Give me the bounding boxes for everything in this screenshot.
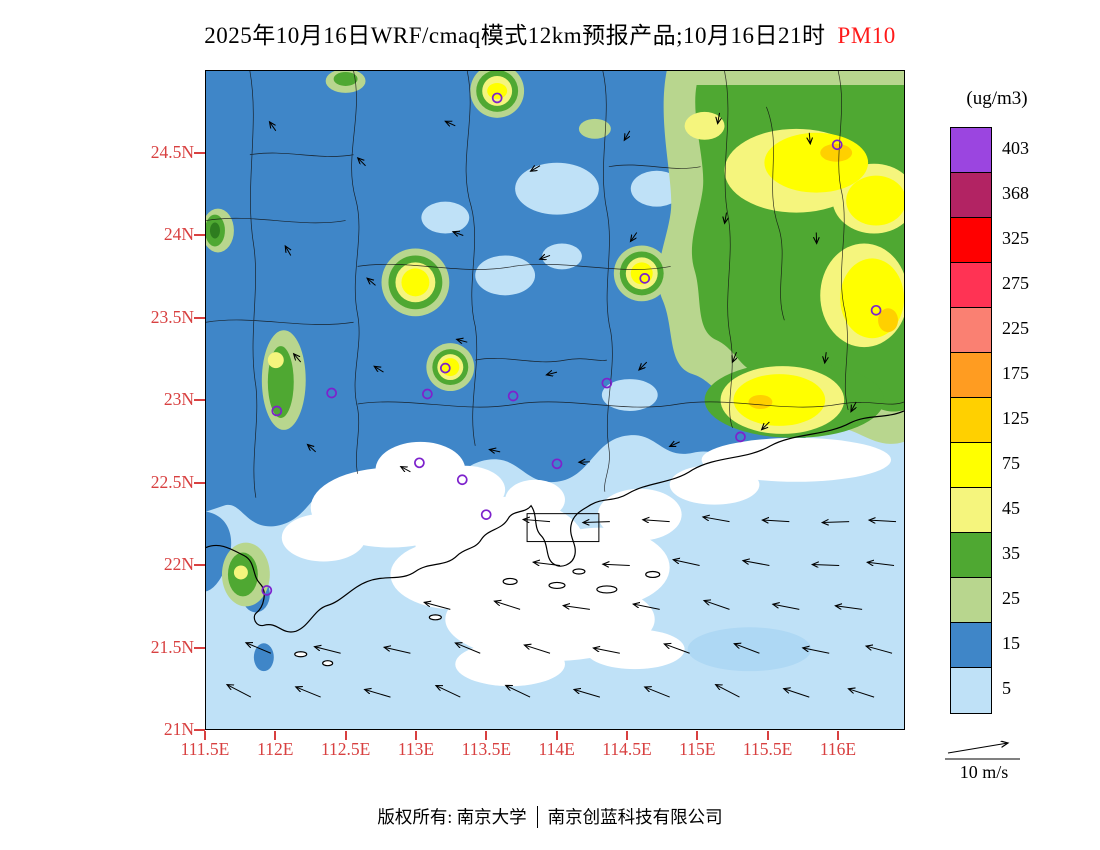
- lon-label: 113E: [397, 739, 435, 759]
- station-marker: [735, 431, 746, 443]
- lon-label: 112E: [257, 739, 294, 759]
- legend-level-label: 225: [1002, 317, 1029, 338]
- lon-label: 114.5E: [602, 739, 652, 759]
- lon-tick: [555, 731, 558, 740]
- lat-label: 23.5N: [150, 306, 194, 327]
- colorbar-box: [951, 218, 991, 263]
- lon-tick: [344, 731, 347, 740]
- legend-level-label: 403: [1002, 137, 1029, 158]
- legend-level-label: 15: [1002, 632, 1020, 653]
- lat-tick: [194, 234, 205, 237]
- lon-tick: [836, 731, 839, 740]
- footer: 版权所有: 南京大学 南京创蓝科技有限公司: [0, 804, 1100, 829]
- footer-company: 南京创蓝科技有限公司: [547, 807, 723, 827]
- lon-tick: [204, 731, 206, 740]
- legend-level-label: 35: [1002, 542, 1020, 563]
- lat-label: 23N: [163, 389, 194, 410]
- colorbar-box: [951, 128, 991, 173]
- lat-tick: [194, 564, 205, 567]
- lat-tick: [194, 481, 205, 484]
- lat-label: 22.5N: [150, 471, 194, 492]
- legend-level-label: 75: [1002, 452, 1020, 473]
- lon-tick: [414, 731, 417, 740]
- station-marker: [491, 92, 503, 104]
- legend-level-label: 25: [1002, 587, 1020, 608]
- wind-scale-arrow: [945, 736, 1020, 760]
- lat-tick: [194, 646, 205, 649]
- footer-divider: [536, 805, 538, 828]
- station-marker: [422, 388, 433, 400]
- station-markers: [261, 92, 882, 596]
- station-marker: [439, 362, 451, 374]
- lon-label: 115.5E: [742, 739, 793, 759]
- wind-arrows: [227, 112, 897, 698]
- legend-level-label: 175: [1002, 362, 1029, 383]
- lon-label: 115E: [679, 739, 716, 759]
- lon-label: 111.5E: [180, 739, 230, 759]
- legend-unit-label: (ug/m3): [966, 88, 1028, 109]
- lon-tick: [696, 731, 699, 740]
- pm10-map-canvas: [206, 71, 904, 729]
- title-text: 2025年10月16日WRF/cmaq模式12km预报产品;10月16日21时: [204, 23, 826, 48]
- forecast-map: [205, 70, 905, 730]
- wind-scale-label: 10 m/s: [959, 762, 1009, 782]
- legend-level-label: 275: [1002, 272, 1029, 293]
- station-marker: [456, 474, 468, 486]
- lat-tick: [194, 399, 205, 402]
- lon-tick: [485, 731, 488, 740]
- lat-label: 21.5N: [150, 636, 194, 657]
- lat-tick: [194, 152, 205, 154]
- colorbar-box: [951, 173, 991, 218]
- colorbar-box: [951, 668, 991, 713]
- lon-label: 116E: [819, 739, 857, 759]
- lat-label: 22N: [163, 554, 194, 575]
- lon-tick: [766, 731, 769, 740]
- legend-level-label: 45: [1002, 497, 1020, 518]
- lat-label: 24N: [163, 224, 194, 245]
- coastline: [206, 410, 904, 667]
- legend-level-label: 325: [1002, 227, 1029, 248]
- colorbar-box: [951, 398, 991, 443]
- region-box: [526, 513, 600, 543]
- colorbar-box: [951, 443, 991, 488]
- lat-label: 24.5N: [150, 142, 194, 162]
- lon-tick: [274, 731, 277, 740]
- lat-label: 21N: [163, 719, 194, 739]
- lat-tick: [194, 729, 205, 731]
- station-marker: [507, 390, 519, 402]
- colorbar: [950, 127, 992, 714]
- page-title: 2025年10月16日WRF/cmaq模式12km预报产品;10月16日21时 P…: [0, 16, 1100, 50]
- colorbar-box: [951, 263, 991, 308]
- station-marker: [261, 585, 273, 596]
- colorbar-box: [951, 623, 991, 668]
- footer-owner: 版权所有: 南京大学: [377, 807, 527, 827]
- lon-label: 113.5E: [461, 739, 512, 759]
- station-marker: [601, 377, 613, 389]
- station-marker: [870, 304, 882, 316]
- colorbar-box: [951, 308, 991, 353]
- station-marker: [326, 387, 337, 399]
- station-marker: [551, 458, 563, 470]
- lat-tick: [194, 316, 205, 319]
- pollutant-label: PM10: [837, 23, 896, 48]
- station-marker: [271, 405, 283, 417]
- legend-level-label: 368: [1002, 182, 1029, 203]
- station-marker: [414, 457, 425, 469]
- station-marker: [831, 139, 843, 151]
- lon-tick: [625, 731, 628, 740]
- station-marker: [639, 273, 651, 284]
- colorbar-box: [951, 353, 991, 398]
- province-borders: [206, 71, 904, 498]
- legend-level-label: 5: [1002, 677, 1011, 698]
- colorbar-box: [951, 578, 991, 623]
- colorbar-box: [951, 488, 991, 533]
- colorbar-box: [951, 533, 991, 578]
- lon-label: 114E: [538, 739, 575, 759]
- lon-label: 112.5E: [320, 739, 371, 759]
- station-marker: [480, 509, 492, 520]
- pm10-field: [206, 71, 904, 729]
- legend-level-label: 125: [1002, 407, 1029, 428]
